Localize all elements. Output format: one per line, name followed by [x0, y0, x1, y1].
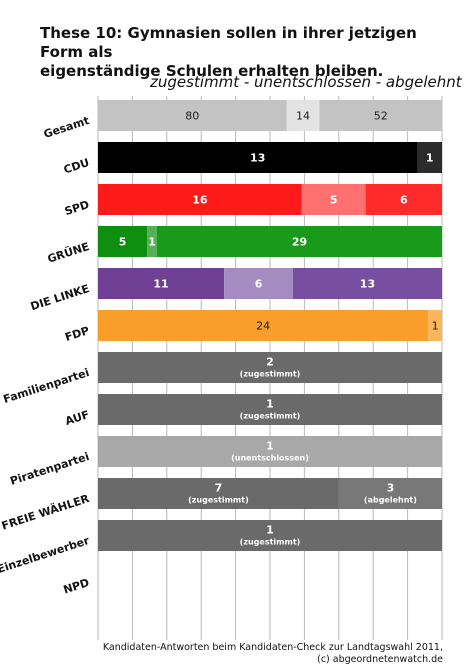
value-label-einzelbewerber-zugestimmt: 1 [266, 524, 274, 537]
category-label-gesamt: Gesamt [42, 114, 91, 141]
bar-gesamt-unentschlossen [286, 100, 320, 131]
category-label-gruene: GRÜNE [46, 239, 91, 266]
annotation-piratenpartei-unentschlossen: (unentschlossen) [231, 454, 309, 463]
bar-gruene-abgelehnt [156, 226, 442, 257]
category-label-spd: SPD [63, 198, 91, 218]
value-label-freie-waehler-zugestimmt: 7 [215, 482, 223, 495]
bar-cdu-zugestimmt [98, 142, 418, 173]
bar-gruene-zugestimmt [98, 226, 148, 257]
annotation-freie-waehler-abgelehnt: (abgelehnt) [364, 496, 417, 505]
annotation-einzelbewerber-zugestimmt: (zugestimmt) [240, 538, 301, 547]
bar-gruene-unentschlossen [147, 226, 157, 257]
value-label-fdp-zugestimmt: 24 [256, 320, 270, 333]
chart-title-line-1: These 10: Gymnasien sollen in ihrer jetz… [40, 24, 417, 61]
category-label-npd: NPD [62, 576, 91, 597]
category-label-cdu: CDU [62, 156, 91, 176]
bar-fdp-zugestimmt [98, 310, 429, 341]
value-label-gesamt-zugestimmt: 80 [185, 110, 199, 123]
bar-piratenpartei-unentschlossen [98, 436, 442, 467]
bar-cdu-abgelehnt [417, 142, 442, 173]
bar-die-linke-zugestimmt [98, 268, 225, 299]
bar-auf-zugestimmt [98, 394, 442, 425]
value-label-spd-abgelehnt: 6 [400, 194, 408, 207]
value-label-freie-waehler-abgelehnt: 3 [387, 482, 395, 495]
value-label-gesamt-abgelehnt: 52 [374, 110, 388, 123]
value-label-gruene-abgelehnt: 29 [292, 236, 307, 249]
value-label-auf-zugestimmt: 1 [266, 398, 274, 411]
value-label-die-linke-zugestimmt: 11 [153, 278, 168, 291]
value-label-spd-unentschlossen: 5 [330, 194, 338, 207]
bar-die-linke-abgelehnt [292, 268, 442, 299]
value-label-piratenpartei-unentschlossen: 1 [266, 440, 274, 453]
chart-subtitle: zugestimmt - unentschlossen - abgelehnt [150, 73, 462, 91]
bar-fdp-abgelehnt [428, 310, 442, 341]
chart-title-line-2: eigenständige Schulen erhalten bleiben. [40, 62, 384, 80]
annotation-familienpartei-zugestimmt: (zugestimmt) [240, 370, 301, 379]
value-label-die-linke-unentschlossen: 6 [255, 278, 263, 291]
category-label-fdp: FDP [63, 324, 91, 344]
bar-einzelbewerber-zugestimmt [98, 520, 442, 551]
value-label-cdu-zugestimmt: 13 [250, 152, 265, 165]
category-label-freie-waehler: FREIE WÄHLER [0, 491, 91, 533]
annotation-freie-waehler-zugestimmt: (zugestimmt) [188, 496, 249, 505]
bar-spd-zugestimmt [98, 184, 302, 215]
bar-spd-unentschlossen [301, 184, 366, 215]
value-label-spd-zugestimmt: 16 [192, 194, 208, 207]
bar-spd-abgelehnt [365, 184, 442, 215]
category-label-auf: AUF [63, 408, 90, 428]
category-label-die-linke: DIE LINKE [29, 282, 91, 313]
bar-freie-waehler-abgelehnt [338, 478, 442, 509]
value-label-familienpartei-zugestimmt: 2 [266, 356, 274, 369]
bar-gesamt-abgelehnt [319, 100, 442, 131]
value-label-die-linke-abgelehnt: 13 [360, 278, 375, 291]
bar-familienpartei-zugestimmt [98, 352, 442, 383]
footer-credit: Kandidaten-Antworten beim Kandidaten-Che… [103, 642, 443, 666]
category-label-einzelbewerber: Einzelbewerber [0, 534, 91, 576]
bar-freie-waehler-zugestimmt [98, 478, 339, 509]
bar-gesamt-zugestimmt [98, 100, 287, 131]
category-label-familienpartei: Familienpartei [2, 366, 91, 406]
bar-die-linke-unentschlossen [224, 268, 293, 299]
value-label-gesamt-unentschlossen: 14 [296, 110, 310, 123]
value-label-cdu-abgelehnt: 1 [426, 152, 434, 165]
chart-title: These 10: Gymnasien sollen in ihrer jetz… [40, 24, 460, 81]
value-label-gruene-unentschlossen: 1 [148, 236, 156, 249]
annotation-auf-zugestimmt: (zugestimmt) [240, 412, 301, 421]
category-label-piratenpartei: Piratenpartei [8, 450, 90, 488]
footer-line-1: Kandidaten-Antworten beim Kandidaten-Che… [102, 642, 443, 653]
footer-line-2: (c) abgeordnetenwatch.de [317, 654, 443, 665]
value-label-fdp-abgelehnt: 1 [432, 320, 439, 333]
value-label-gruene-zugestimmt: 5 [119, 236, 127, 249]
